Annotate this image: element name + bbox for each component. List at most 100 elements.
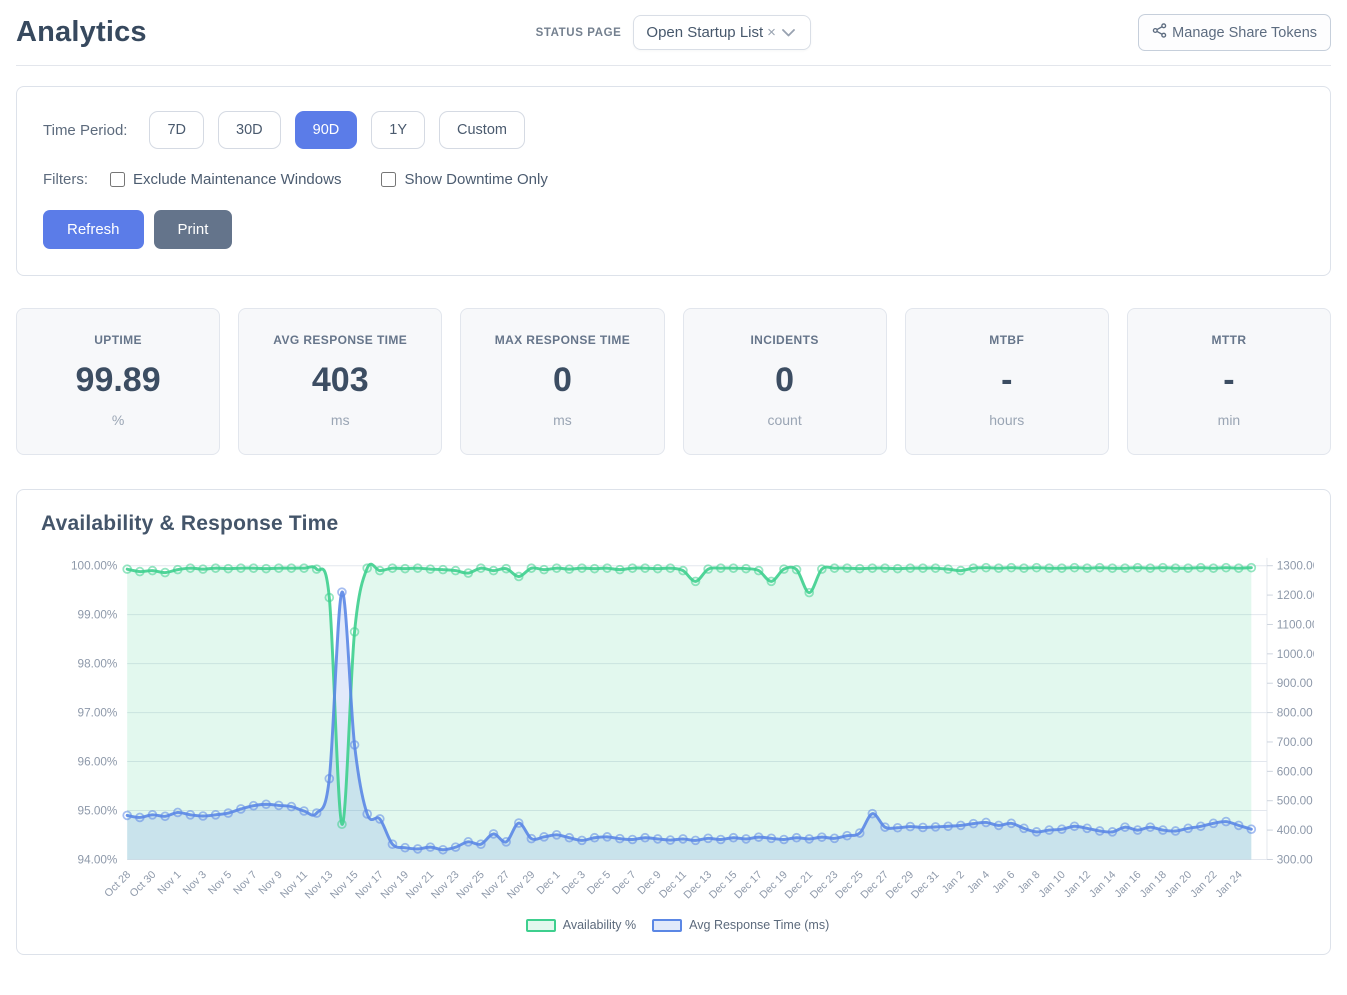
svg-text:Nov 3: Nov 3	[181, 869, 209, 897]
svg-text:1100.00: 1100.00	[1277, 618, 1314, 631]
stat-unit: count	[767, 412, 802, 428]
svg-text:Nov 29: Nov 29	[505, 869, 538, 902]
status-page-selected-value: Open Startup List	[646, 24, 764, 41]
svg-text:Dec 31: Dec 31	[909, 869, 942, 902]
stat-value: 0	[552, 361, 572, 399]
stat-card-mtbf: MTBF - hours	[904, 308, 1109, 455]
svg-text:Jan 10: Jan 10	[1037, 869, 1068, 900]
legend-item-availability: Availability %	[525, 918, 637, 933]
stat-label: INCIDENTS	[750, 333, 819, 347]
svg-text:97.00%: 97.00%	[78, 707, 118, 720]
svg-text:700.00: 700.00	[1277, 736, 1313, 749]
stat-card-mttr: MTTR - min	[1126, 308, 1332, 455]
refresh-button[interactable]: Refresh	[43, 210, 144, 249]
stat-unit: min	[1217, 412, 1241, 428]
svg-text:Jan 18: Jan 18	[1138, 869, 1169, 900]
stat-value: 403	[311, 361, 369, 399]
actions-row: Refresh Print	[43, 210, 1304, 249]
legend-label: Avg Response Time (ms)	[689, 918, 830, 933]
time-period-row: Time Period: 7D 30D 90D 1Y Custom	[43, 111, 1304, 149]
filters-panel: Time Period: 7D 30D 90D 1Y Custom Filter…	[16, 86, 1331, 276]
stat-unit: %	[111, 412, 125, 428]
svg-text:Jan 20: Jan 20	[1163, 869, 1194, 900]
svg-text:1200.00: 1200.00	[1277, 589, 1314, 602]
show-downtime-label[interactable]: Show Downtime Only	[404, 171, 548, 188]
chevron-down-icon[interactable]	[782, 28, 795, 37]
clear-selection-icon[interactable]: ×	[767, 24, 776, 41]
svg-text:300.00: 300.00	[1277, 853, 1313, 866]
exclude-maintenance-checkbox[interactable]	[110, 172, 125, 187]
legend-item-response-time: Avg Response Time (ms)	[652, 918, 829, 932]
svg-text:800.00: 800.00	[1277, 707, 1313, 720]
stat-value: 99.89	[75, 361, 161, 399]
stat-value: -	[1001, 361, 1013, 399]
svg-text:95.00%: 95.00%	[78, 804, 118, 817]
status-page-select[interactable]: Open Startup List ×	[633, 15, 812, 50]
filters-row: Filters: Exclude Maintenance Windows Sho…	[43, 171, 1304, 188]
chart-legend: Availability % Avg Response Time (ms)	[41, 916, 1314, 940]
stat-label: AVG RESPONSE TIME	[273, 333, 408, 347]
stat-card-avg-response-time: AVG RESPONSE TIME 403 ms	[238, 308, 443, 455]
svg-text:Dec 7: Dec 7	[610, 869, 638, 897]
svg-text:Jan 24: Jan 24	[1213, 869, 1244, 900]
exclude-maintenance-label[interactable]: Exclude Maintenance Windows	[133, 171, 342, 188]
svg-text:Dec 1: Dec 1	[534, 869, 562, 897]
stat-unit: ms	[330, 412, 350, 428]
svg-text:Jan 14: Jan 14	[1087, 869, 1118, 900]
stat-label: MAX RESPONSE TIME	[494, 333, 631, 347]
show-downtime-checkbox[interactable]	[381, 172, 397, 187]
svg-text:Nov 5: Nov 5	[206, 869, 234, 897]
stat-card-max-response-time: MAX RESPONSE TIME 0 ms	[460, 308, 665, 455]
filters-label: Filters:	[43, 171, 88, 188]
svg-text:Jan 12: Jan 12	[1062, 869, 1093, 900]
time-period-90d-button[interactable]: 90D	[294, 111, 358, 149]
stat-label: UPTIME	[94, 333, 142, 347]
availability-swatch	[525, 918, 556, 932]
svg-text:Dec 5: Dec 5	[585, 869, 613, 897]
svg-text:Nov 7: Nov 7	[231, 869, 259, 897]
svg-text:98.00%: 98.00%	[78, 658, 118, 671]
svg-text:Dec 3: Dec 3	[560, 869, 588, 897]
svg-text:500.00: 500.00	[1277, 795, 1313, 808]
svg-text:900.00: 900.00	[1277, 677, 1313, 690]
legend-label: Availability %	[562, 918, 637, 933]
svg-text:1000.00: 1000.00	[1277, 648, 1314, 661]
stat-card-uptime: UPTIME 99.89 %	[16, 308, 221, 455]
chart-title: Availability & Response Time	[41, 512, 339, 535]
stat-label: MTTR	[1211, 333, 1247, 347]
stat-unit: hours	[989, 412, 1025, 428]
svg-text:1300.00: 1300.00	[1277, 560, 1314, 573]
page-title: Analytics	[16, 16, 147, 48]
stat-unit: ms	[553, 412, 572, 428]
share-icon	[1152, 23, 1167, 42]
header-divider	[16, 65, 1331, 66]
svg-text:Jan 2: Jan 2	[940, 869, 967, 896]
svg-text:Nov 1: Nov 1	[155, 869, 183, 897]
chart-panel: Availability & Response Time 100.00% 99.0…	[16, 489, 1331, 956]
svg-text:96.00%: 96.00%	[78, 755, 118, 768]
time-period-label: Time Period:	[43, 121, 128, 139]
manage-share-tokens-button[interactable]: Manage Share Tokens	[1138, 14, 1332, 51]
svg-text:Jan 4: Jan 4	[965, 869, 992, 896]
time-period-30d-button[interactable]: 30D	[218, 111, 281, 149]
svg-text:Oct 28: Oct 28	[102, 869, 133, 900]
svg-text:Jan 22: Jan 22	[1188, 869, 1219, 900]
time-period-7d-button[interactable]: 7D	[149, 111, 205, 149]
print-button[interactable]: Print	[153, 210, 233, 249]
svg-text:100.00%: 100.00%	[71, 560, 118, 573]
svg-text:Jan 6: Jan 6	[990, 869, 1017, 896]
svg-text:Oct 30: Oct 30	[128, 869, 159, 900]
topbar: Analytics STATUS PAGE Open Startup List …	[16, 12, 1332, 65]
time-period-custom-button[interactable]: Custom	[439, 111, 525, 149]
svg-text:99.00%: 99.00%	[78, 609, 118, 622]
stat-label: MTBF	[989, 333, 1025, 347]
stats-row: UPTIME 99.89 % AVG RESPONSE TIME 403 ms …	[16, 308, 1332, 455]
stat-value: -	[1223, 361, 1235, 399]
response-time-swatch	[652, 918, 683, 932]
availability-response-chart: 100.00% 99.00% 98.00% 97.00% 96.00% 95.00% 94.…	[71, 557, 1314, 902]
stat-value: 0	[775, 361, 795, 399]
time-period-1y-button[interactable]: 1Y	[371, 111, 425, 149]
svg-text:400.00: 400.00	[1277, 824, 1313, 837]
manage-share-tokens-label: Manage Share Tokens	[1172, 24, 1318, 41]
